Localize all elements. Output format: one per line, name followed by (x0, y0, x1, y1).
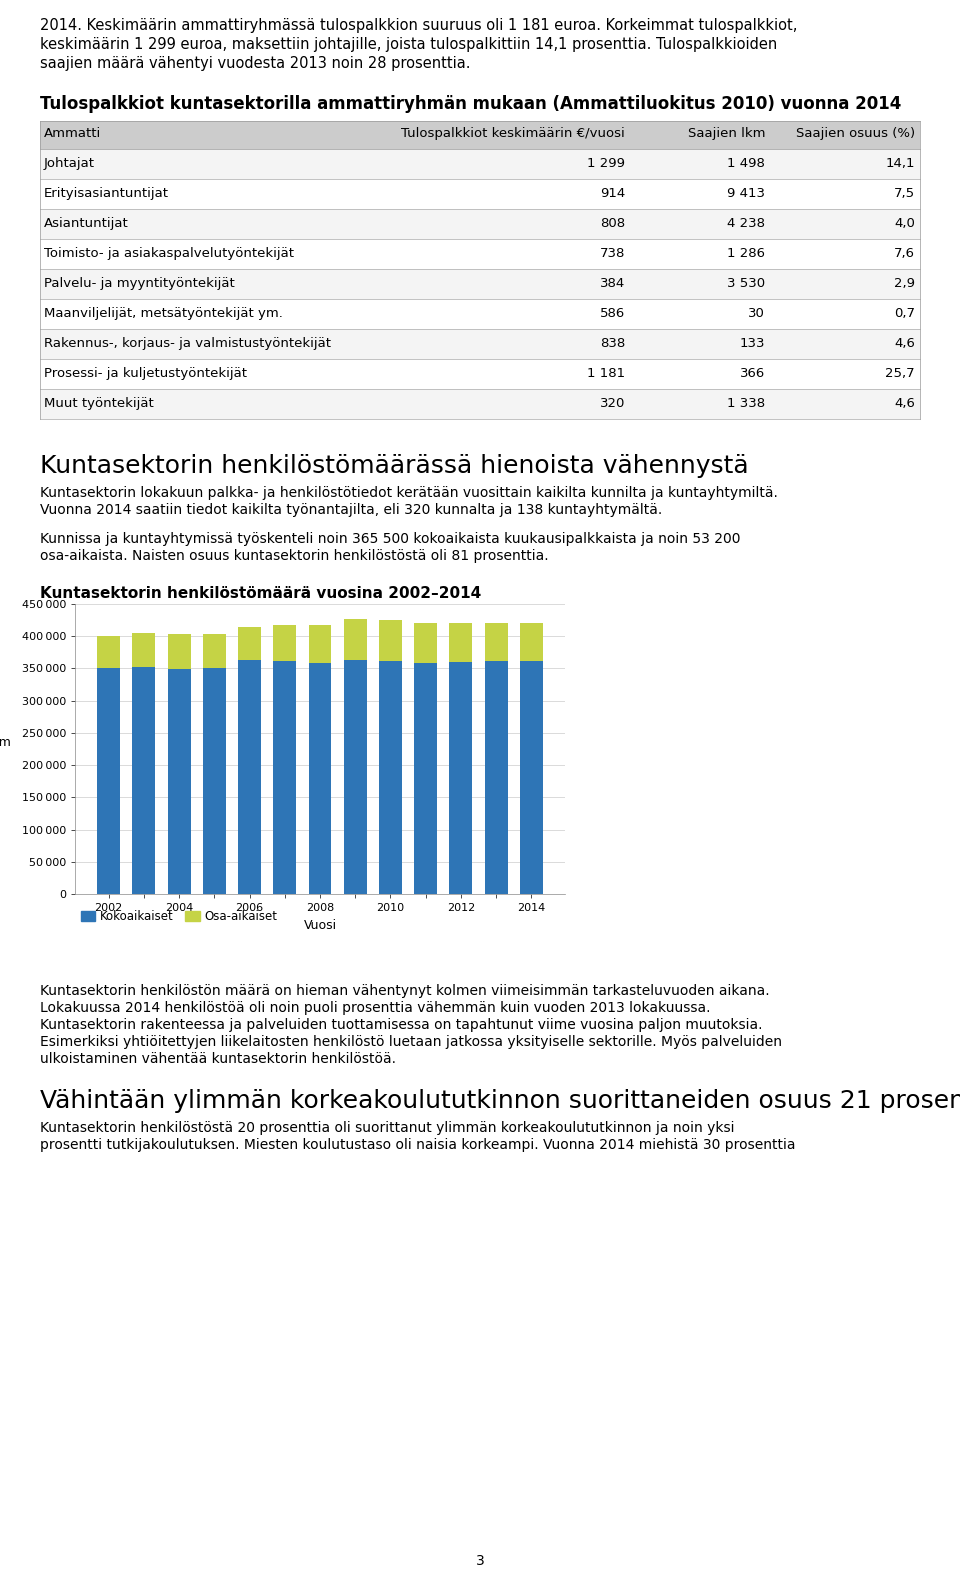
Text: 2014. Keskimäärin ammattiryhmässä tulospalkkion suuruus oli 1 181 euroa. Korkeim: 2014. Keskimäärin ammattiryhmässä tulosp… (40, 17, 798, 33)
Bar (308, 663, 331, 894)
Text: Kunnissa ja kuntayhtymissä työskenteli noin 365 500 kokoaikaista kuukausipalkkai: Kunnissa ja kuntayhtymissä työskenteli n… (40, 531, 740, 545)
Bar (485, 662, 508, 894)
Bar (203, 634, 226, 668)
Text: Toimisto- ja asiakaspalvelutyöntekijät: Toimisto- ja asiakaspalvelutyöntekijät (44, 247, 294, 259)
Text: 7,5: 7,5 (894, 187, 915, 200)
X-axis label: Vuosi: Vuosi (303, 918, 337, 932)
Text: 4,6: 4,6 (894, 336, 915, 351)
Bar (40, 269, 920, 299)
Text: Rakennus-, korjaus- ja valmistustyöntekijät: Rakennus-, korjaus- ja valmistustyönteki… (44, 336, 331, 351)
Text: 320: 320 (600, 398, 625, 410)
Text: Esimerkiksi yhtiöitettyjen liikelaitosten henkilöstö luetaan jatkossa yksityisel: Esimerkiksi yhtiöitettyjen liikelaitoste… (40, 1034, 782, 1049)
Text: 1 286: 1 286 (727, 247, 765, 259)
Bar (97, 668, 120, 894)
Bar (40, 329, 920, 358)
Text: Prosessi- ja kuljetustyöntekijät: Prosessi- ja kuljetustyöntekijät (44, 366, 247, 380)
Bar (274, 626, 297, 660)
Bar (203, 668, 226, 894)
Text: saajien määrä vähentyi vuodesta 2013 noin 28 prosenttia.: saajien määrä vähentyi vuodesta 2013 noi… (40, 57, 470, 71)
Text: 384: 384 (600, 277, 625, 289)
Bar (344, 660, 367, 894)
Bar (485, 623, 508, 662)
Bar (238, 660, 261, 894)
Text: Johtajat: Johtajat (44, 157, 95, 170)
Bar (449, 662, 472, 894)
Text: 25,7: 25,7 (885, 366, 915, 380)
Text: 3: 3 (475, 1555, 485, 1567)
Bar (168, 670, 191, 894)
Text: Tulospalkkiot keskimäärin €/vuosi: Tulospalkkiot keskimäärin €/vuosi (401, 127, 625, 140)
Text: Saajien osuus (%): Saajien osuus (%) (796, 127, 915, 140)
Bar (40, 388, 920, 420)
Bar (344, 619, 367, 660)
Text: 30: 30 (748, 307, 765, 321)
Text: 838: 838 (600, 336, 625, 351)
Bar (132, 634, 156, 667)
Text: 1 299: 1 299 (587, 157, 625, 170)
Text: Tulospalkkiot kuntasektorilla ammattiryhmän mukaan (Ammattiluokitus 2010) vuonna: Tulospalkkiot kuntasektorilla ammattiryh… (40, 94, 901, 113)
Bar (379, 660, 402, 894)
Text: Saajien lkm: Saajien lkm (687, 127, 765, 140)
Text: 133: 133 (739, 336, 765, 351)
Text: 1 181: 1 181 (587, 366, 625, 380)
Text: 9 413: 9 413 (727, 187, 765, 200)
Bar (519, 660, 542, 894)
Text: ulkoistaminen vähentää kuntasektorin henkilöstöä.: ulkoistaminen vähentää kuntasektorin hen… (40, 1052, 396, 1066)
Text: keskimäärin 1 299 euroa, maksettiin johtajille, joista tulospalkittiin 14,1 pros: keskimäärin 1 299 euroa, maksettiin joht… (40, 38, 778, 52)
Bar (40, 121, 920, 149)
Bar (379, 619, 402, 660)
Bar (168, 634, 191, 670)
Bar (414, 663, 437, 894)
Text: 1 498: 1 498 (727, 157, 765, 170)
Legend: Kokoaikaiset, Osa-aikaiset: Kokoaikaiset, Osa-aikaiset (81, 910, 277, 923)
Text: 1 338: 1 338 (727, 398, 765, 410)
Text: Maanviljelijät, metsätyöntekijät ym.: Maanviljelijät, metsätyöntekijät ym. (44, 307, 283, 321)
Bar (238, 627, 261, 660)
Text: Kuntasektorin henkilöstön määrä on hieman vähentynyt kolmen viimeisimmän tarkast: Kuntasektorin henkilöstön määrä on hiema… (40, 984, 770, 998)
Bar (308, 624, 331, 663)
Text: 0,7: 0,7 (894, 307, 915, 321)
Text: 914: 914 (600, 187, 625, 200)
Text: 2,9: 2,9 (894, 277, 915, 289)
Bar (40, 149, 920, 179)
Text: 4 238: 4 238 (727, 217, 765, 230)
Text: 3 530: 3 530 (727, 277, 765, 289)
Bar (40, 179, 920, 209)
Bar (274, 660, 297, 894)
Bar (40, 358, 920, 388)
Bar (519, 624, 542, 660)
Text: Vuonna 2014 saatiin tiedot kaikilta työnantajilta, eli 320 kunnalta ja 138 kunta: Vuonna 2014 saatiin tiedot kaikilta työn… (40, 503, 662, 517)
Bar (40, 239, 920, 269)
Bar (132, 667, 156, 894)
Text: Asiantuntijat: Asiantuntijat (44, 217, 129, 230)
Text: 4,0: 4,0 (894, 217, 915, 230)
Text: Kuntasektorin henkilöstömäärä vuosina 2002–2014: Kuntasektorin henkilöstömäärä vuosina 20… (40, 586, 481, 601)
Bar (40, 209, 920, 239)
Text: 7,6: 7,6 (894, 247, 915, 259)
Text: Kuntasektorin rakenteessa ja palveluiden tuottamisessa on tapahtunut viime vuosi: Kuntasektorin rakenteessa ja palveluiden… (40, 1019, 762, 1031)
Text: Lokakuussa 2014 henkilöstöä oli noin puoli prosenttia vähemmän kuin vuoden 2013 : Lokakuussa 2014 henkilöstöä oli noin puo… (40, 1001, 710, 1016)
Text: Ammatti: Ammatti (44, 127, 101, 140)
Bar (449, 623, 472, 662)
Bar (40, 299, 920, 329)
Text: Vähintään ylimmän korkeakoulututkinnon suorittaneiden osuus 21 prosenttia: Vähintään ylimmän korkeakoulututkinnon s… (40, 1089, 960, 1113)
Text: 808: 808 (600, 217, 625, 230)
Text: Erityisasiantuntijat: Erityisasiantuntijat (44, 187, 169, 200)
Text: Palvelu- ja myyntityöntekijät: Palvelu- ja myyntityöntekijät (44, 277, 235, 289)
Bar (414, 623, 437, 663)
Text: 366: 366 (740, 366, 765, 380)
Text: Kuntasektorin lokakuun palkka- ja henkilöstötiedot kerätään vuosittain kaikilta : Kuntasektorin lokakuun palkka- ja henkil… (40, 486, 778, 500)
Text: 4,6: 4,6 (894, 398, 915, 410)
Text: Kuntasektorin henkilöstöstä 20 prosenttia oli suorittanut ylimmän korkeakoulutut: Kuntasektorin henkilöstöstä 20 prosentti… (40, 1121, 734, 1135)
Y-axis label: lkm: lkm (0, 736, 12, 748)
Text: Muut työntekijät: Muut työntekijät (44, 398, 154, 410)
Text: Kuntasektorin henkilöstömäärässä hienoista vähennystä: Kuntasektorin henkilöstömäärässä hienois… (40, 454, 749, 478)
Text: 14,1: 14,1 (885, 157, 915, 170)
Text: 586: 586 (600, 307, 625, 321)
Text: 738: 738 (600, 247, 625, 259)
Text: osa-aikaista. Naisten osuus kuntasektorin henkilöstöstä oli 81 prosenttia.: osa-aikaista. Naisten osuus kuntasektori… (40, 549, 548, 563)
Text: prosentti tutkijakoulutuksen. Miesten koulutustaso oli naisia korkeampi. Vuonna : prosentti tutkijakoulutuksen. Miesten ko… (40, 1138, 796, 1152)
Bar (97, 637, 120, 668)
